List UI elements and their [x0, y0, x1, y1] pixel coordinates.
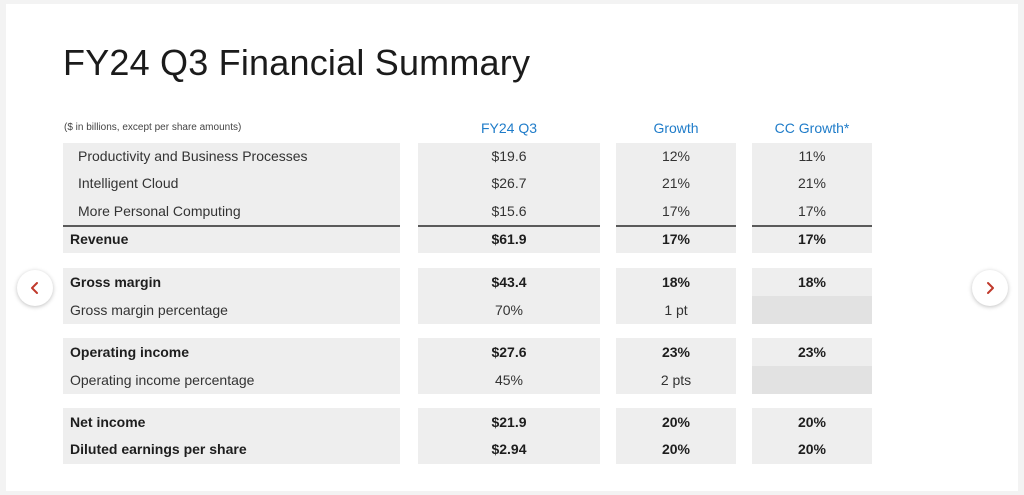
row-cc-growth-value: 21% [797, 175, 827, 191]
gross-margin-growth-value: 18% [661, 274, 691, 290]
operating-income-label: Operating income [70, 344, 190, 360]
net-income-q3-block [418, 408, 600, 464]
next-slide-button[interactable] [972, 270, 1008, 306]
row-label: Productivity and Business Processes [78, 148, 308, 164]
operating-income-fy24-q3-value: $27.6 [491, 344, 527, 360]
gross-margin-fy24-q3-value: $43.4 [491, 274, 527, 290]
gross-margin-percentage-growth-value: 1 pt [664, 302, 688, 318]
net-income-label-block [63, 408, 400, 464]
revenue-separator [752, 225, 872, 227]
revenue-separator [63, 225, 400, 227]
diluted-eps-fy24-q3-value: $2.94 [491, 441, 527, 457]
units-note: ($ in billions, except per share amounts… [64, 122, 242, 133]
revenue-q3-block [418, 143, 600, 253]
row-label: More Personal Computing [78, 203, 241, 219]
column-header-cc-growth: CC Growth* [774, 120, 850, 136]
column-header-fy24-q3: FY24 Q3 [480, 120, 538, 136]
revenue-label-block [63, 143, 400, 253]
net-income-growth-block [616, 408, 736, 464]
row-cc-growth-value: 17% [797, 203, 827, 219]
revenue-separator [418, 225, 600, 227]
revenue-cc-block [752, 143, 872, 253]
gross-margin-cc-growth-value: 18% [797, 274, 827, 290]
revenue-separator [616, 225, 736, 227]
operating-income-percentage-growth-value: 2 pts [660, 372, 692, 388]
operating-income-cc-block [752, 338, 872, 366]
gross-margin-percentage-cc-empty [752, 296, 872, 324]
net-income-fy24-q3-value: $21.9 [491, 414, 527, 430]
net-income-cc-block [752, 408, 872, 464]
revenue-fy24-q3-value: $61.9 [491, 231, 527, 247]
row-label: Intelligent Cloud [78, 175, 179, 191]
operating-income-q3-block [418, 338, 600, 394]
row-growth-value: 12% [661, 148, 691, 164]
slide: FY24 Q3 Financial Summary ($ in billions… [6, 4, 1018, 491]
operating-income-growth-block [616, 338, 736, 394]
revenue-label: Revenue [70, 231, 129, 247]
net-income-cc-growth-value: 20% [797, 414, 827, 430]
revenue-growth-value: 17% [661, 231, 691, 247]
previous-slide-button[interactable] [17, 270, 53, 306]
diluted-eps-cc-growth-value: 20% [797, 441, 827, 457]
chevron-right-icon [987, 282, 994, 294]
gross-margin-percentage-fy24-q3-value: 70% [494, 302, 524, 318]
row-cc-growth-value: 11% [798, 148, 826, 164]
row-fy24-q3-value: $15.6 [491, 203, 527, 219]
diluted-eps-growth-value: 20% [661, 441, 691, 457]
operating-income-growth-value: 23% [661, 344, 691, 360]
operating-income-percentage-label: Operating income percentage [70, 372, 255, 388]
net-income-growth-value: 20% [661, 414, 691, 430]
operating-income-cc-growth-value: 23% [797, 344, 827, 360]
page-title: FY24 Q3 Financial Summary [63, 42, 531, 83]
revenue-cc-growth-value: 17% [797, 231, 827, 247]
diluted-eps-label: Diluted earnings per share [70, 441, 247, 457]
row-growth-value: 17% [661, 203, 691, 219]
row-growth-value: 21% [661, 175, 691, 191]
revenue-growth-block [616, 143, 736, 253]
operating-income-percentage-fy24-q3-value: 45% [494, 372, 524, 388]
net-income-label: Net income [70, 414, 146, 430]
gross-margin-label-block [63, 268, 400, 324]
operating-income-label-block [63, 338, 400, 394]
gross-margin-cc-block [752, 268, 872, 296]
gross-margin-label: Gross margin [70, 274, 162, 290]
gross-margin-growth-block [616, 268, 736, 324]
row-fy24-q3-value: $19.6 [491, 148, 527, 164]
chevron-left-icon [31, 282, 38, 294]
row-fy24-q3-value: $26.7 [491, 175, 527, 191]
operating-income-percentage-cc-empty [752, 366, 872, 394]
gross-margin-percentage-label: Gross margin percentage [70, 302, 228, 318]
column-header-growth: Growth [653, 120, 699, 136]
gross-margin-q3-block [418, 268, 600, 324]
